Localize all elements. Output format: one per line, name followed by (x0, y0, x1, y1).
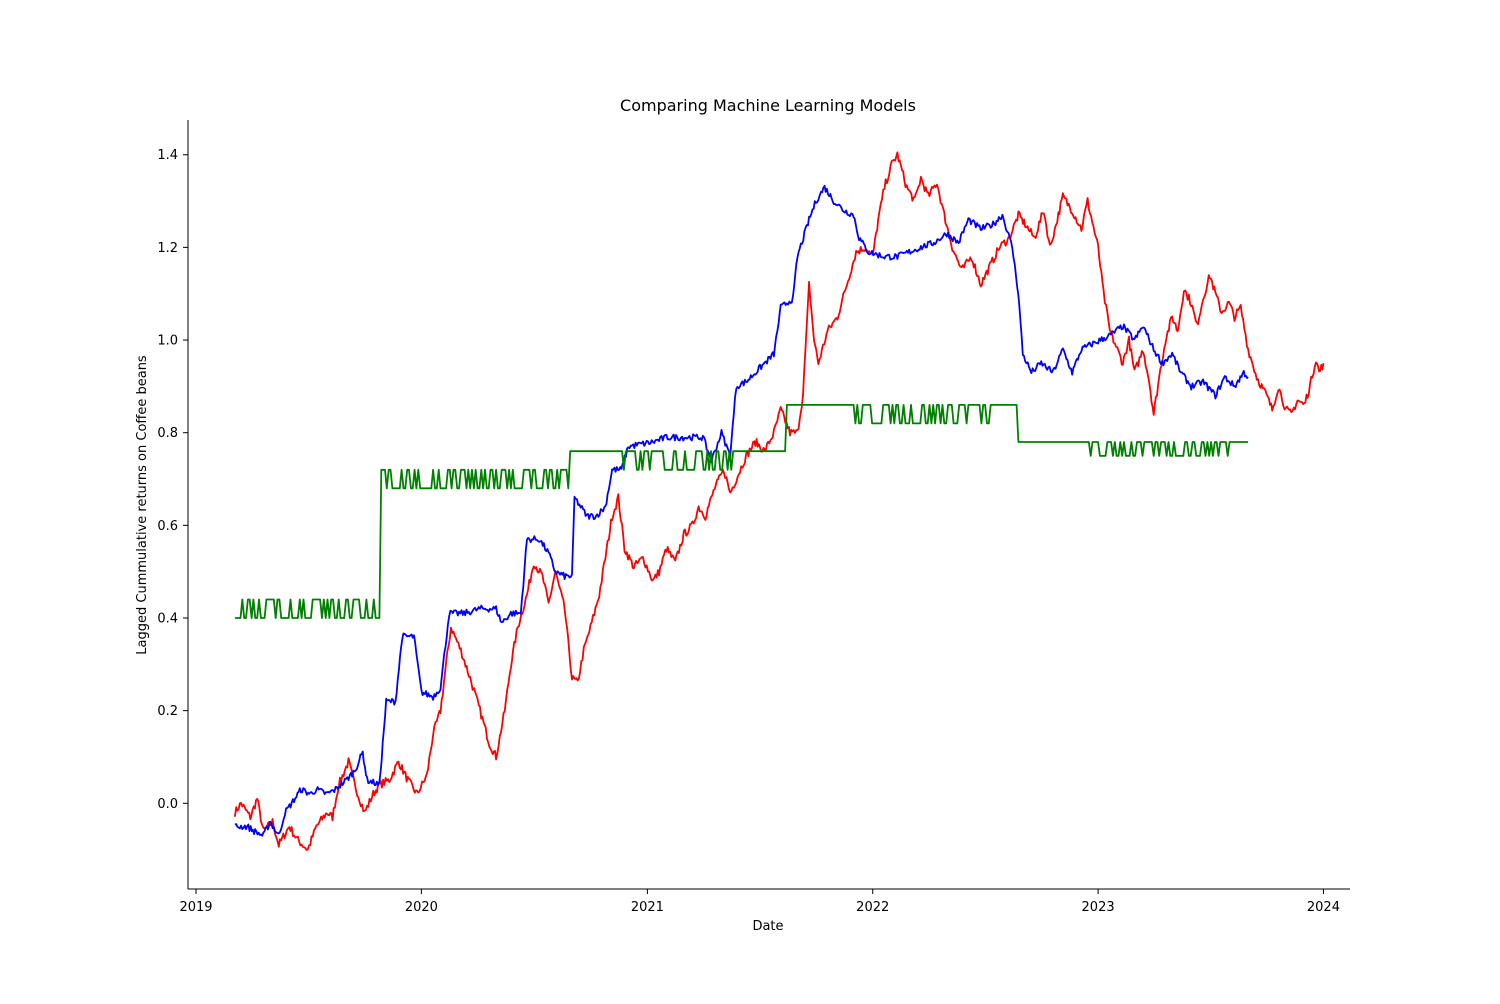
y-tick-label: 0.6 (157, 519, 178, 534)
x-axis-title: Date (752, 919, 783, 934)
x-tick-label: 2021 (631, 900, 664, 915)
x-tick-label: 2019 (179, 900, 212, 915)
axes-layer (187, 120, 1350, 890)
series-line-1 (234, 151, 1325, 851)
x-tick-label: 2024 (1307, 900, 1340, 915)
y-tick-label: 0.8 (157, 426, 178, 441)
series-line-3 (234, 404, 1249, 619)
y-tick-label: 0.2 (157, 704, 178, 719)
x-tick-label: 2022 (856, 900, 889, 915)
chart-title: Comparing Machine Learning Models (620, 96, 916, 115)
y-tick-label: 1.2 (157, 241, 178, 256)
y-tick-label: 1.4 (157, 148, 178, 163)
x-ticks: 2019 2020 2021 2022 2023 2024 (179, 889, 1340, 915)
y-tick-label: 0.4 (157, 611, 178, 626)
x-tick-label: 2023 (1082, 900, 1115, 915)
x-tick-label: 2020 (405, 900, 438, 915)
series-layer (234, 151, 1325, 851)
series-line-2 (234, 184, 1249, 837)
y-ticks: 0.0 0.2 0.4 0.6 0.8 1.0 1.2 1.4 (157, 148, 188, 812)
y-axis-title: Lagged Cummulative returns on Coffee bea… (135, 355, 150, 655)
y-tick-label: 1.0 (157, 334, 178, 349)
y-tick-label: 0.0 (157, 797, 178, 812)
